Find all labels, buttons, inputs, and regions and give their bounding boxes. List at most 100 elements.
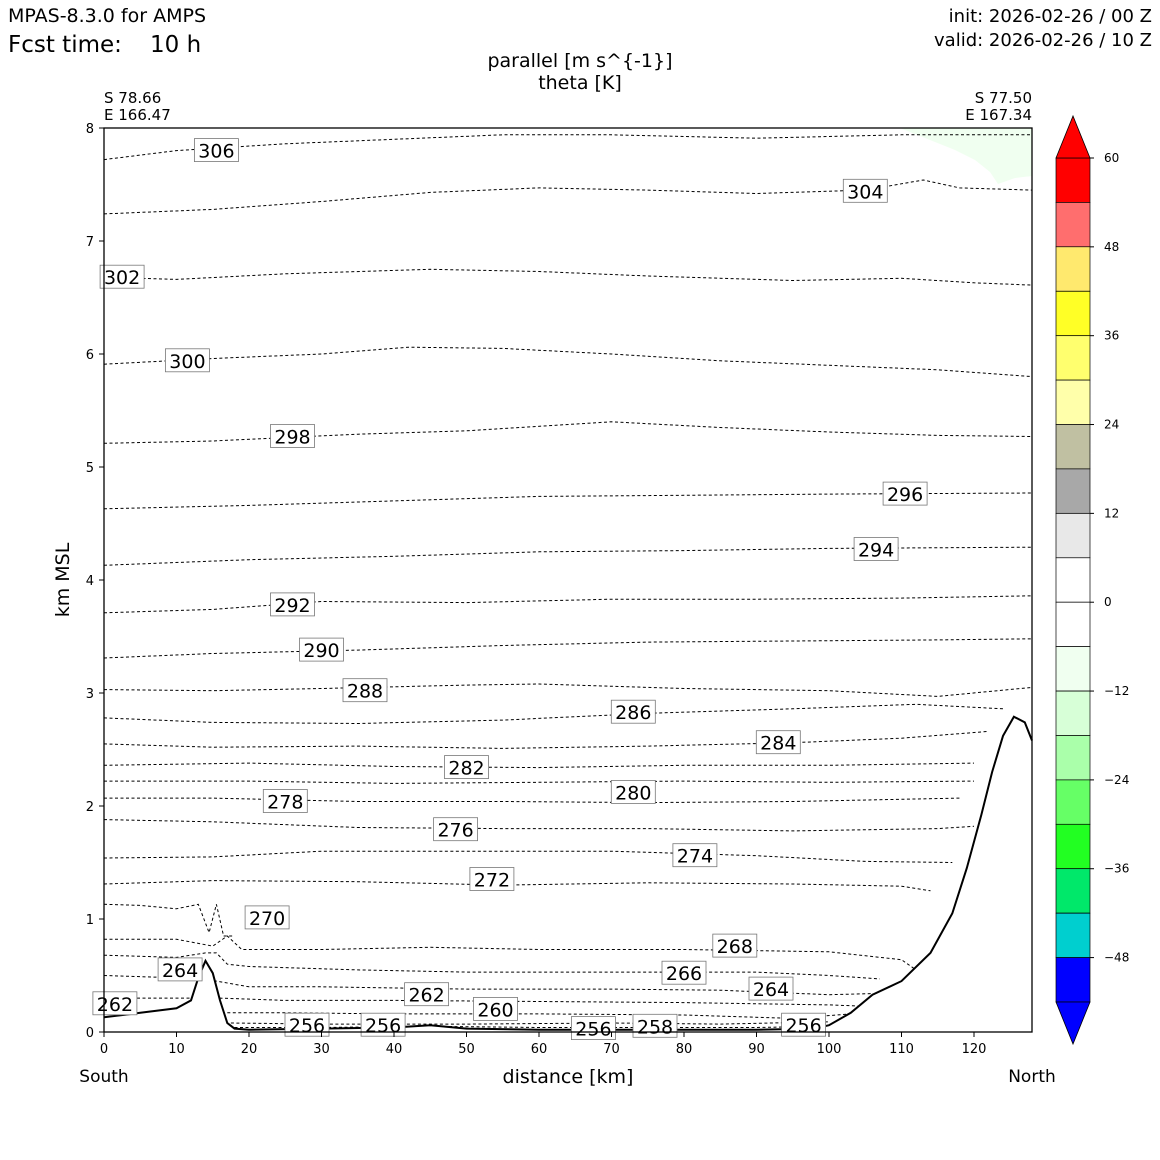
theta-contour-300 [104,346,1032,378]
contour-label-302: 302 [99,264,145,289]
colorbar: 60 48 36 24 12 0 −12 −24 −36 −48 [1055,114,1129,1046]
svg-text:290: 290 [303,640,339,662]
svg-text:294: 294 [858,540,894,562]
y-axis-label: km MSL [52,542,74,617]
colorbar-tick-label: 12 [1104,506,1119,520]
colorbar-bin [1055,379,1091,425]
contour-label-258: 258 [632,1013,678,1038]
colorbar-bin [1055,513,1091,559]
chart-title-line1: parallel [m s^{-1}] [487,50,672,72]
x-tick-label: 120 [962,1042,987,1057]
theta-contour-272 [104,880,931,892]
y-tick-label: 8 [86,122,94,137]
colorbar-tick-label: 24 [1104,418,1119,432]
colorbar-bin [1055,202,1091,248]
left-endpoint-lat: S 78.66 [104,89,161,107]
contour-label-262: 262 [404,982,450,1007]
colorbar-bin [1055,957,1091,1003]
svg-text:284: 284 [760,733,796,755]
svg-text:298: 298 [274,427,310,449]
svg-text:264: 264 [753,979,789,1001]
contour-label-292: 292 [270,592,315,617]
left-endpoint-lon: E 166.47 [104,106,171,124]
svg-text:306: 306 [198,141,234,163]
colorbar-bin [1055,246,1091,292]
theta-contour-270 [104,903,235,937]
theta-contour-298 [104,421,1032,444]
svg-text:256: 256 [785,1015,821,1037]
svg-text:264: 264 [162,960,198,982]
contour-label-268: 268 [712,933,758,958]
contour-label-266: 266 [661,960,707,985]
colorbar-bin [1055,735,1091,781]
svg-text:288: 288 [347,681,383,703]
colorbar-over-arrow [1055,114,1091,159]
svg-text:270: 270 [249,908,285,930]
colorbar-tick-label: 36 [1104,329,1119,343]
colorbar-bin [1055,335,1091,381]
contour-label-284: 284 [755,730,801,755]
contour-label-extra-256: 256 [571,1016,616,1041]
theta-contours [104,134,1032,1028]
theta-contour-292 [104,595,1032,614]
x-tick-label: 80 [676,1042,693,1057]
x-tick-label: 70 [603,1042,620,1057]
contour-label-extra-256: 256 [781,1012,826,1037]
contour-label-278: 278 [262,789,308,814]
fcst-time-label: Fcst time: [8,32,122,58]
contour-label-276: 276 [433,817,479,842]
x-tick-label: 10 [168,1042,185,1057]
contour-label-294: 294 [853,537,899,562]
svg-text:256: 256 [289,1015,325,1037]
x-tick-label: 90 [748,1042,765,1057]
contour-label-264: 264 [748,976,794,1001]
y-tick-label: 7 [86,235,94,250]
contour-label-306: 306 [193,138,239,163]
svg-text:260: 260 [477,999,513,1021]
theta-contour-290 [104,638,1032,659]
svg-text:276: 276 [437,820,473,842]
svg-text:302: 302 [104,267,140,289]
contour-label-286: 286 [610,699,656,724]
fcst-time-value: 10 h [150,32,201,58]
contour-label-288: 288 [342,678,388,703]
x-tick-label: 40 [386,1042,403,1057]
y-tick-label: 2 [86,800,94,815]
colorbar-tick-label: −36 [1104,862,1129,876]
contour-label-extra-262: 262 [92,991,138,1016]
y-tick-label: 3 [86,687,94,702]
theta-contour-286 [104,703,1004,725]
colorbar-bin [1055,157,1091,203]
model-title: MPAS-8.3.0 for AMPS [8,5,206,27]
x-axis-ticks: 0 10 20 30 40 50 60 70 80 90 100 110 120 [100,1032,987,1057]
svg-text:266: 266 [666,963,702,985]
svg-text:262: 262 [408,985,444,1007]
wind-shading [900,128,1032,184]
theta-contour-262 [104,997,859,1007]
right-endpoint-lat: S 77.50 [975,89,1032,107]
theta-contour-256 [234,1025,822,1028]
y-tick-label: 6 [86,348,94,363]
svg-text:274: 274 [677,846,713,868]
colorbar-bin [1055,424,1091,470]
colorbar-bin [1055,690,1091,736]
y-tick-label: 4 [86,574,94,589]
contour-label-extra-256: 256 [360,1012,406,1037]
theta-contour-258 [230,1021,830,1025]
theta-contour-284 [104,730,989,749]
colorbar-tick-label: 0 [1104,595,1112,609]
svg-text:262: 262 [97,994,133,1016]
shading-region [900,128,1032,184]
contour-label-274: 274 [672,843,718,868]
theta-contour-306 [104,134,1032,161]
plot-frame [103,127,1033,1033]
colorbar-tick-label: −24 [1104,773,1129,787]
contour-label-298: 298 [270,424,315,449]
svg-text:256: 256 [365,1015,401,1037]
contour-label-296: 296 [882,481,928,506]
theta-contour-276 [104,819,975,832]
svg-text:300: 300 [169,351,205,373]
colorbar-bin [1055,912,1091,958]
svg-text:304: 304 [847,181,883,203]
